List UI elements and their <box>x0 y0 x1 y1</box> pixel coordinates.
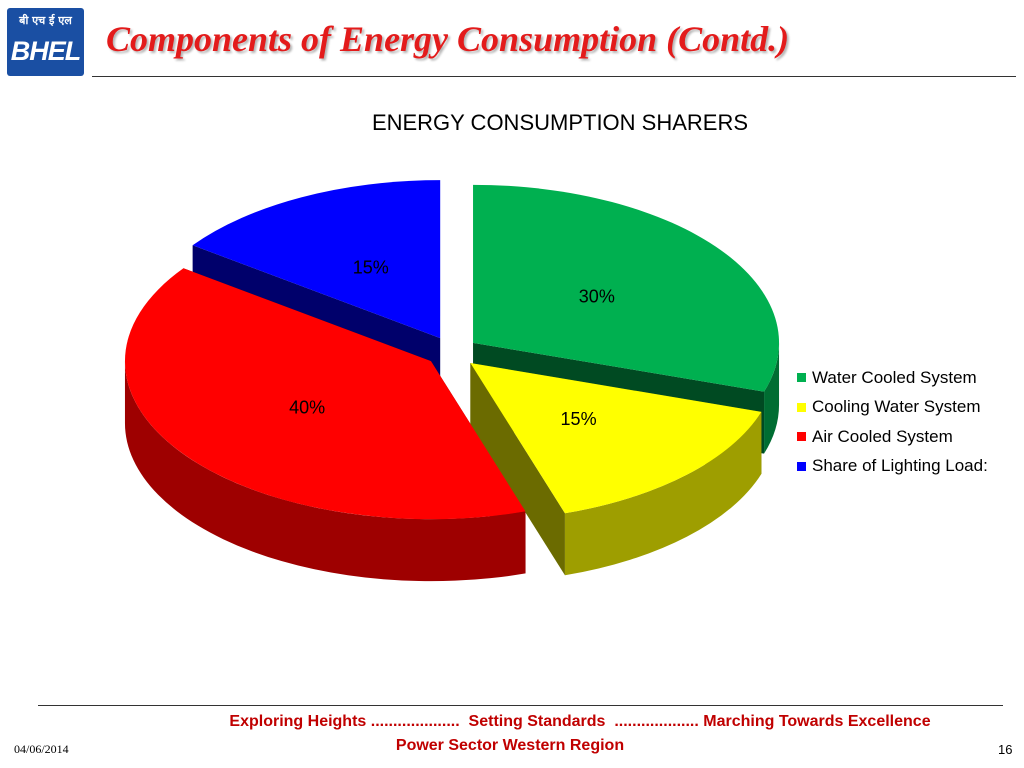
legend-swatch <box>797 402 806 412</box>
title-divider <box>92 76 1016 77</box>
legend-swatch <box>797 461 806 471</box>
footer-region: Power Sector Western Region <box>395 737 625 754</box>
pie-slice-side <box>764 342 780 454</box>
pie-slice <box>192 180 441 339</box>
chart-legend: Water Cooled System Cooling Water System… <box>797 363 988 481</box>
logo-hindi-text: बी एच ई एल <box>19 14 72 27</box>
footer-date: 04/06/2014 <box>14 742 69 756</box>
slide-title: Components of Energy Consumption (Contd.… <box>106 19 790 59</box>
legend-label: Cooling Water System <box>812 397 981 417</box>
pie-data-label: 30% <box>579 286 615 306</box>
pie-slice <box>473 184 780 392</box>
legend-swatch <box>797 373 806 383</box>
pie-slice <box>124 268 526 520</box>
legend-item: Cooling Water System <box>797 393 988 423</box>
legend-item: Share of Lighting Load: <box>797 452 988 482</box>
pie-data-label: 15% <box>561 409 597 429</box>
chart-title: ENERGY CONSUMPTION SHARERS <box>371 110 749 135</box>
pie-slice-side <box>124 361 526 582</box>
logo-wordmark: BHEL <box>10 36 82 66</box>
pie-slice <box>470 363 762 514</box>
pie-data-label: 40% <box>289 398 325 418</box>
legend-item: Air Cooled System <box>797 422 988 452</box>
legend-label: Air Cooled System <box>812 426 953 446</box>
footer-tagline: Exploring Heights .................... S… <box>229 713 931 730</box>
pie-slice-wall <box>470 363 565 576</box>
pie-slice-side <box>564 411 762 576</box>
legend-label: Water Cooled System <box>812 367 977 387</box>
page-number: 16 <box>998 742 1013 757</box>
pie-data-label: 15% <box>353 258 389 278</box>
footer-divider <box>38 705 1003 706</box>
bhel-logo: बी एच ई एल BHEL <box>7 8 84 76</box>
legend-item: Water Cooled System <box>797 363 988 393</box>
legend-label: Share of Lighting Load: <box>812 456 988 476</box>
legend-swatch <box>797 432 806 442</box>
